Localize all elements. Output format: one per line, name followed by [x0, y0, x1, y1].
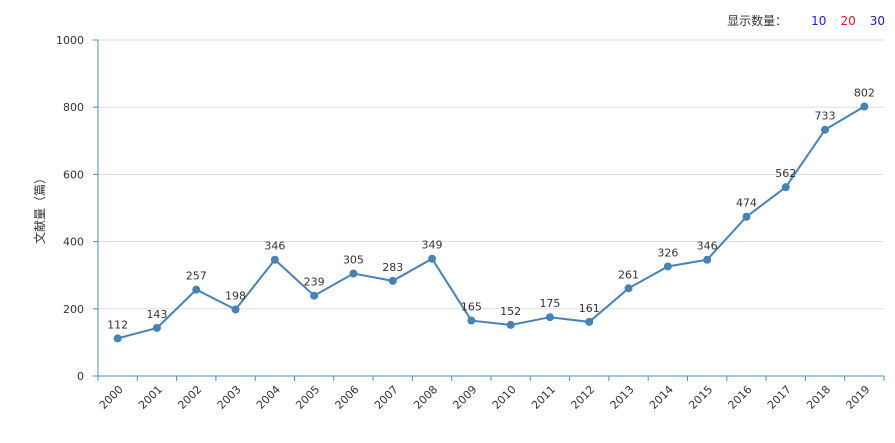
data-point [428, 254, 437, 263]
data-label: 161 [579, 302, 600, 315]
data-point [821, 125, 830, 134]
data-label: 346 [697, 240, 718, 253]
data-point [624, 284, 633, 293]
data-labels: 112 143 257 198 346 239 305 283 349 165 152 175 161 2… [107, 87, 875, 332]
x-tick-label: 2002 [175, 383, 204, 412]
y-tick-label: 0 [77, 370, 84, 383]
x-tick-label: 2011 [529, 383, 558, 412]
data-point [113, 334, 122, 343]
x-tick-label: 2009 [450, 383, 479, 412]
data-label: 562 [775, 167, 796, 180]
x-tick-label: 2014 [647, 383, 676, 412]
display-count-label: 显示数量： [727, 14, 788, 28]
data-point [742, 212, 751, 221]
data-point [152, 323, 161, 332]
data-label: 261 [618, 268, 639, 281]
data-point [506, 320, 515, 329]
data-label: 175 [539, 297, 560, 310]
x-tick-label: 2005 [293, 383, 322, 412]
data-point [585, 317, 594, 326]
x-tick-label: 2000 [97, 383, 126, 412]
y-tick-label: 600 [63, 168, 84, 181]
display-count-20-option[interactable]: 20 [840, 13, 856, 28]
data-label: 305 [343, 254, 364, 267]
x-tick-label: 2006 [333, 383, 362, 412]
data-label: 152 [500, 305, 521, 318]
data-label: 733 [815, 110, 836, 123]
data-point [388, 276, 397, 285]
display-count-10-option[interactable]: 10 [811, 13, 827, 28]
x-tick-label: 2001 [136, 383, 165, 412]
x-tick-label: 2016 [726, 383, 755, 412]
data-points [113, 102, 869, 343]
data-point [270, 255, 279, 264]
data-point [781, 183, 790, 192]
data-label: 198 [225, 289, 246, 302]
data-point [349, 269, 358, 278]
data-label: 165 [461, 301, 482, 314]
data-point [192, 285, 201, 294]
display-count-control: 显示数量： 10 20 30 [727, 12, 885, 29]
data-point [703, 255, 712, 264]
data-point [545, 313, 554, 322]
x-tick-label: 2015 [686, 383, 715, 412]
data-point [310, 291, 319, 300]
x-tick-label: 2013 [608, 383, 637, 412]
series-line [117, 105, 865, 340]
data-label: 326 [657, 246, 678, 259]
display-count-30-option[interactable]: 30 [869, 13, 885, 28]
x-tick-label: 2008 [411, 383, 440, 412]
y-tick-label: 400 [63, 236, 84, 249]
data-label: 257 [186, 270, 207, 283]
data-label: 112 [107, 318, 128, 331]
y-tick-label: 200 [63, 303, 84, 316]
y-tick-label: 800 [63, 101, 84, 114]
x-tick-label: 2018 [804, 383, 833, 412]
grid-lines [98, 39, 884, 310]
data-label: 802 [854, 87, 875, 100]
x-tick-label: 2019 [843, 383, 872, 412]
y-tick-label: 1000 [56, 34, 84, 47]
y-axis-title: 文献量（篇） [32, 172, 47, 244]
data-label: 349 [422, 239, 443, 252]
data-point [231, 305, 240, 314]
data-label: 474 [736, 197, 757, 210]
x-tick-label: 2017 [765, 383, 794, 412]
x-tick-label: 2004 [254, 383, 283, 412]
data-point [663, 262, 672, 271]
data-point [860, 102, 869, 111]
x-tick-label: 2007 [372, 383, 401, 412]
data-label: 239 [304, 276, 325, 289]
data-label: 143 [146, 308, 167, 321]
x-tick-label: 2012 [568, 383, 597, 412]
x-axis-ticks: 2000 2001 2002 2003 2004 2005 2006 2007 2008 2009… [97, 376, 885, 412]
y-axis-ticks: 0 200 400 600 800 1000 [56, 34, 98, 383]
x-tick-label: 2010 [490, 383, 519, 412]
data-label: 283 [382, 261, 403, 274]
data-label: 346 [264, 240, 285, 253]
data-point [467, 316, 476, 325]
x-tick-label: 2003 [215, 383, 244, 412]
